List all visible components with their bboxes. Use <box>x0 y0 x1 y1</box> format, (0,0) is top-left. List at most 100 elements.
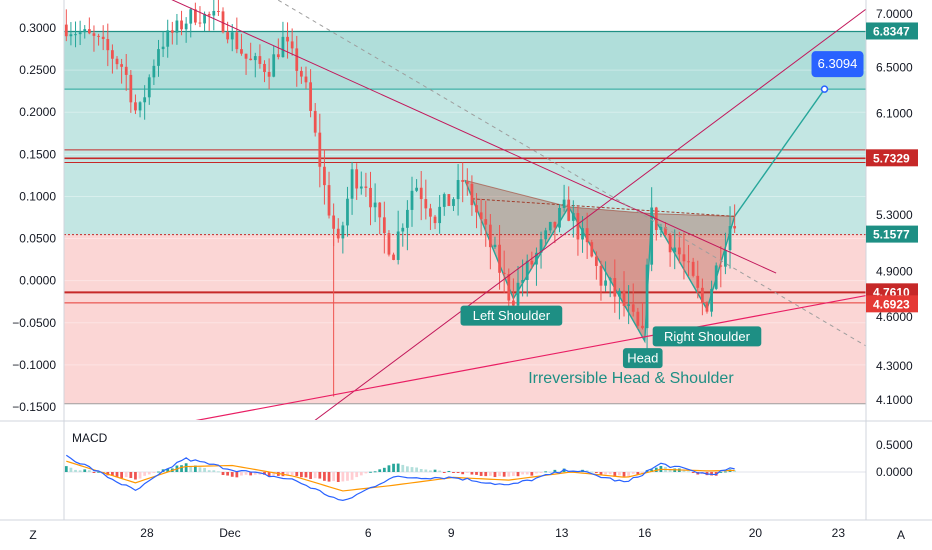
macd-histogram-bar <box>461 472 465 475</box>
candle <box>576 205 580 256</box>
macd-histogram-bar <box>530 472 534 476</box>
candle-body <box>129 74 133 103</box>
head-label-box[interactable] <box>622 348 663 369</box>
candle <box>313 103 317 137</box>
candle <box>147 74 151 105</box>
target-price-tag-box[interactable] <box>811 51 864 78</box>
candle-body <box>548 221 552 231</box>
macd-histogram-bar <box>650 469 654 472</box>
macd-histogram-bar <box>244 472 248 475</box>
projection-line <box>734 88 826 217</box>
candle-body <box>424 199 428 209</box>
macd-histogram-bar <box>253 472 257 475</box>
zoom-button[interactable]: Z <box>20 522 46 546</box>
candle <box>696 260 700 299</box>
candle <box>184 17 188 43</box>
macd-axis[interactable]: 0.5000 0.0000 <box>876 438 913 479</box>
macd-histogram-bar <box>636 472 640 475</box>
candle-body <box>429 208 432 217</box>
candle-body <box>97 35 100 37</box>
descending-dashed-trendline[interactable] <box>251 0 866 347</box>
candle-body <box>627 304 631 306</box>
candle <box>74 21 77 48</box>
candle-body <box>512 300 515 306</box>
candle <box>355 163 359 200</box>
auto-scale-button-label[interactable]: A <box>897 528 905 542</box>
candle-body <box>263 63 266 73</box>
candle <box>129 70 133 113</box>
candle-body <box>452 199 455 206</box>
macd-line <box>65 454 735 501</box>
macd-histogram-bar <box>249 472 253 476</box>
right-price-axis[interactable]: 7.0000 6.5000 6.1000 5.3000 4.9000 4.6000 4.30… <box>876 7 913 407</box>
candle <box>97 33 100 46</box>
candle-body <box>714 265 718 289</box>
macd-histogram-bar <box>217 471 220 473</box>
candle <box>272 45 276 78</box>
candle-body <box>143 97 147 103</box>
price-label: 6.8347 <box>866 22 918 40</box>
candle-body <box>691 261 695 276</box>
candle-body <box>590 242 594 257</box>
candle-body <box>203 13 206 24</box>
price-label: 5.7329 <box>866 149 918 167</box>
candle-body <box>604 280 607 286</box>
auto-scale-button[interactable]: A <box>888 522 914 546</box>
macd-histogram-bar <box>387 465 391 472</box>
candle <box>138 101 142 118</box>
candle <box>484 200 488 247</box>
left-shoulder-label[interactable]: Left Shoulder <box>460 305 563 326</box>
candle-body <box>465 181 469 184</box>
zoom-button-label[interactable]: Z <box>29 528 36 542</box>
right-shoulder-label-box[interactable] <box>652 326 762 347</box>
candle-body <box>484 219 488 225</box>
macd-histogram-bar <box>429 470 432 472</box>
candle-body <box>230 32 234 40</box>
candle-body <box>470 183 474 206</box>
right-shoulder-label[interactable]: Right Shoulder <box>652 326 762 347</box>
ascending-channel-line[interactable] <box>306 8 866 427</box>
candle <box>249 42 253 61</box>
candle <box>613 259 617 313</box>
candle <box>157 39 160 77</box>
macd-histogram-bar <box>599 472 603 475</box>
candle <box>627 285 631 325</box>
left-shoulder-label-box[interactable] <box>460 305 563 326</box>
zoom-button-bg[interactable] <box>20 522 46 546</box>
macd-histogram-bar <box>415 467 418 472</box>
candle <box>143 85 147 120</box>
macd-histogram-bar <box>341 472 345 482</box>
candle-body <box>618 290 621 297</box>
candle-body <box>516 282 520 306</box>
macd-histogram-bar <box>78 470 82 472</box>
candle-body <box>696 275 700 288</box>
target-zone-band <box>64 31 866 90</box>
macd-histogram-bar <box>318 472 322 479</box>
projection-point[interactable] <box>820 85 829 93</box>
descending-trendline[interactable] <box>126 0 777 274</box>
candle-body <box>650 207 654 265</box>
macd-histogram-bar <box>535 472 538 474</box>
auto-scale-button-bg[interactable] <box>888 522 914 546</box>
candle-body <box>700 287 704 303</box>
candle-body <box>69 34 73 37</box>
macd-histogram-bar <box>111 472 114 476</box>
candle <box>134 94 137 115</box>
candle <box>267 58 271 90</box>
candle-body <box>244 53 248 59</box>
candle-body <box>364 186 368 188</box>
candle-body <box>475 205 478 213</box>
time-axis-tick: 9 <box>448 526 455 540</box>
macd-histogram-bar <box>92 472 96 473</box>
left-price-axis[interactable]: 0.3000 0.2500 0.2000 0.1500 0.1000 0.0500 0.00… <box>12 21 56 414</box>
head-label[interactable]: Head <box>622 348 663 369</box>
macd-histogram-bar <box>157 471 160 473</box>
target-price-tag[interactable]: 6.3094 <box>811 51 864 78</box>
ascending-support-line[interactable] <box>161 294 866 428</box>
candle <box>461 162 465 203</box>
candle-body <box>152 65 156 78</box>
time-axis[interactable]: 28 Dec 6 9 13 16 20 23 <box>140 526 845 540</box>
candle <box>544 227 548 247</box>
macd-axis-tick: 0.0000 <box>876 465 913 479</box>
